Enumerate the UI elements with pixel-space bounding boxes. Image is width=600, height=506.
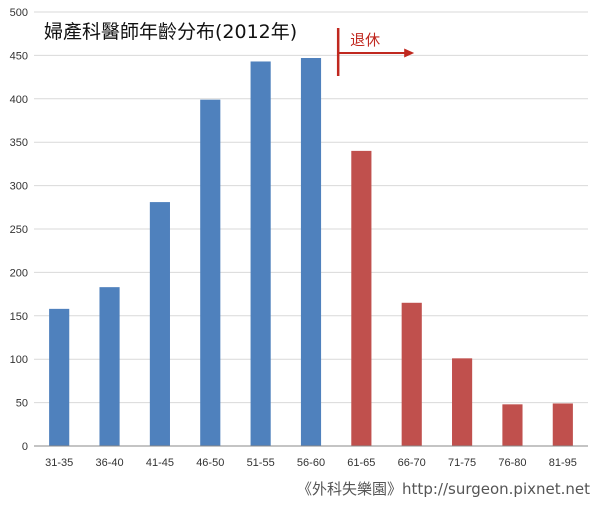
- source-footer: 《外科失樂園》http://surgeon.pixnet.net: [297, 480, 590, 498]
- y-tick-label: 450: [10, 50, 28, 62]
- x-tick-label: 66-70: [398, 457, 426, 469]
- bar-76-80: [502, 404, 523, 446]
- y-tick-label: 500: [10, 7, 28, 19]
- bar-81-95: [552, 403, 573, 446]
- retirement-annotation: 退休: [336, 28, 415, 76]
- y-tick-label: 100: [10, 354, 28, 366]
- x-tick-label: 46-50: [196, 457, 224, 469]
- x-tick-label: 71-75: [448, 457, 476, 469]
- bar-46-50: [200, 99, 221, 446]
- bar-31-35: [49, 308, 70, 446]
- bar-66-70: [401, 302, 422, 446]
- y-tick-label: 50: [16, 398, 28, 410]
- x-tick-label: 31-35: [45, 457, 73, 469]
- x-tick-label: 36-40: [95, 457, 123, 469]
- chart-title: 婦產科醫師年齡分布(2012年): [44, 21, 297, 43]
- y-tick-label: 0: [22, 441, 28, 453]
- x-tick-label: 56-60: [297, 457, 325, 469]
- y-tick-label: 250: [10, 224, 28, 236]
- x-tick-label: 81-95: [549, 457, 577, 469]
- y-tick-label: 350: [10, 137, 28, 149]
- y-axis-ticks: 0 50 100 150 200 250 300 350 400 450 500: [10, 7, 28, 453]
- x-tick-label: 61-65: [347, 457, 375, 469]
- bar-36-40: [99, 287, 120, 446]
- bar-71-75: [452, 358, 473, 446]
- bar-41-45: [149, 202, 170, 446]
- bar-56-60: [300, 58, 322, 447]
- x-axis-ticks: 31-35 36-40 41-45 46-50 51-55 56-60 61-65 66-70…: [45, 457, 577, 469]
- bar-61-65: [351, 150, 372, 446]
- y-tick-label: 150: [10, 311, 28, 323]
- y-tick-label: 200: [10, 267, 28, 279]
- retirement-arrow-head-icon: [404, 48, 415, 58]
- x-tick-label: 41-45: [146, 457, 174, 469]
- retirement-label: 退休: [350, 31, 380, 49]
- bars: [49, 58, 573, 447]
- x-tick-label: 76-80: [498, 457, 526, 469]
- y-tick-label: 300: [10, 181, 28, 193]
- bar-51-55: [250, 61, 271, 446]
- y-tick-label: 400: [10, 94, 28, 106]
- x-tick-label: 51-55: [247, 457, 275, 469]
